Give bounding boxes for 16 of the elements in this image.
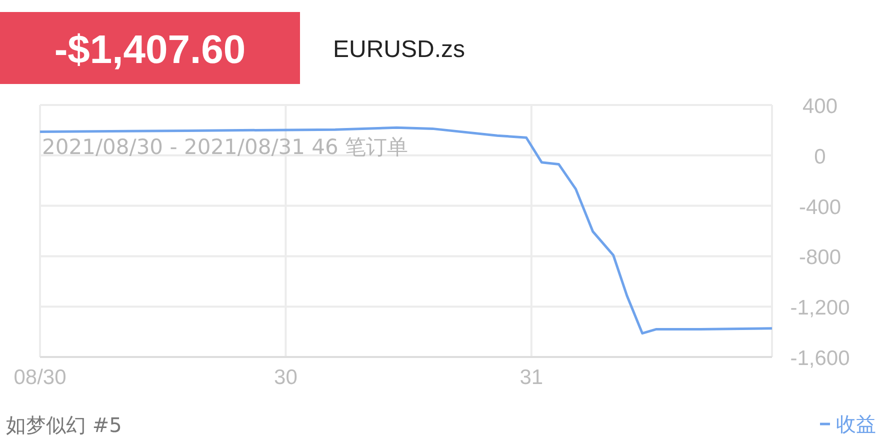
x-tick-label: 08/30 — [14, 366, 66, 389]
x-tick-label: 31 — [520, 366, 544, 389]
text: 如梦似幻 #5 — [6, 413, 122, 437]
legend-label: 收益 — [836, 412, 876, 436]
x-tick-label: 30 — [274, 366, 298, 389]
line-series — [38, 126, 774, 335]
y-tick-label: -800 — [798, 246, 842, 270]
chart-title: -$1,407.60 — [54, 28, 246, 72]
y-tick-label: -1,600 — [790, 347, 850, 370]
y-tick-label: 400 — [802, 95, 838, 118]
chart-subtitle: EURUSD.zs — [333, 36, 466, 63]
y-tick-label: -400 — [798, 196, 842, 219]
annotation: 2021/08/30 - 2021/08/31 46 笔订单 — [42, 135, 408, 159]
legend: 收益 — [820, 412, 876, 436]
y-tick-label: 0 — [814, 145, 826, 168]
y-tick-label: -1,200 — [790, 296, 850, 320]
